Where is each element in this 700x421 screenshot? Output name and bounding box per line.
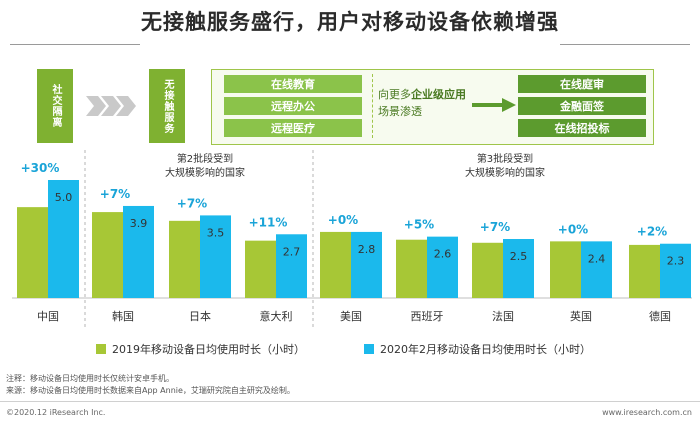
category-label: 中国 [37, 310, 59, 323]
growth-label: +7% [100, 187, 130, 201]
growth-label: +5% [404, 218, 434, 232]
bar-2019 [245, 240, 276, 298]
chevron-arrows-icon [86, 96, 136, 116]
growth-label: +30% [21, 161, 60, 175]
title-rule-left [10, 44, 140, 45]
service-item: 远程医疗 [224, 119, 362, 137]
footer-website: www.iresearch.com.cn [602, 408, 692, 417]
panel-divider [372, 74, 374, 138]
bar-2019 [92, 212, 123, 298]
bar-2020 [200, 215, 231, 298]
contactless-service-label: 无接触服务 [162, 78, 173, 134]
bar-chart: 第2批段受到大规模影响的国家第3批段受到大规模影响的国家5.0+30%中国3.9… [12, 150, 692, 330]
category-label: 德国 [649, 309, 671, 323]
social-isolation-label: 社交隔离 [50, 84, 61, 128]
bar-2019 [472, 242, 503, 298]
value-label: 2.5 [510, 250, 528, 263]
legend-swatch-2019 [96, 344, 106, 354]
legend-swatch-2020 [364, 344, 374, 354]
value-label: 3.9 [130, 217, 148, 230]
bar-2020 [48, 180, 79, 298]
category-label: 英国 [570, 309, 592, 323]
growth-label: +0% [558, 222, 588, 236]
bar-2020 [123, 205, 154, 298]
category-label: 韩国 [112, 309, 134, 323]
growth-label: +0% [328, 213, 358, 227]
service-item: 在线教育 [224, 75, 362, 93]
social-isolation-box: 社交隔离 [37, 69, 73, 143]
value-label: 2.3 [667, 255, 685, 268]
note-text: 注释：移动设备日均使用时长仅统计安卓手机。 [6, 374, 174, 383]
group-label-batch2: 第2批段受到 [177, 152, 233, 165]
enterprise-item: 金融面签 [518, 97, 646, 115]
growth-label: +7% [177, 196, 207, 210]
bar-2020 [427, 236, 458, 298]
value-label: 5.0 [55, 191, 73, 204]
legend-2020: 2020年2月移动设备日均使用时长（小时） [364, 341, 591, 357]
bar-2019 [550, 241, 581, 298]
bar-2019 [396, 239, 427, 298]
group-label-batch2: 大规模影响的国家 [165, 166, 245, 179]
group-label-batch3: 大规模影响的国家 [465, 166, 545, 179]
category-label: 西班牙 [411, 310, 444, 323]
enterprise-item: 在线招投标 [518, 119, 646, 137]
source-text: 来源：移动设备日均使用时长数据来自App Annie，艾瑞研究院自主研究及绘制。 [6, 386, 295, 395]
expansion-note: 向更多企业级应用 场景渗透 [378, 88, 466, 118]
bar-2020 [660, 243, 691, 298]
bar-2020 [351, 231, 382, 298]
bar-2020 [276, 234, 307, 298]
page-title: 无接触服务盛行，用户对移动设备依赖增强 [141, 10, 559, 34]
service-item: 远程办公 [224, 97, 362, 115]
growth-label: +11% [249, 215, 288, 229]
value-label: 2.8 [358, 243, 376, 256]
value-label: 3.5 [207, 226, 225, 239]
title-rule-right [560, 44, 690, 45]
category-label: 美国 [340, 310, 362, 323]
bar-2019 [17, 207, 48, 298]
footer-divider [0, 401, 700, 402]
value-label: 2.7 [283, 245, 301, 258]
group-label-batch3: 第3批段受到 [477, 152, 533, 165]
bar-2019 [629, 244, 660, 298]
bar-2020 [503, 239, 534, 298]
value-label: 2.4 [588, 252, 606, 265]
arrow-right-icon [472, 98, 516, 112]
growth-label: +2% [637, 225, 667, 239]
bar-2019 [169, 220, 200, 298]
bar-2019 [320, 231, 351, 298]
bar-2020 [581, 241, 612, 298]
contactless-service-box: 无接触服务 [149, 69, 185, 143]
enterprise-item: 在线庭审 [518, 75, 646, 93]
growth-label: +7% [480, 220, 510, 234]
legend-2019: 2019年移动设备日均使用时长（小时） [96, 341, 305, 357]
category-label: 日本 [189, 309, 211, 323]
footer-copyright: ©2020.12 iResearch Inc. [6, 408, 106, 417]
category-label: 法国 [492, 309, 514, 323]
category-label: 意大利 [260, 309, 293, 323]
value-label: 2.6 [434, 248, 452, 261]
